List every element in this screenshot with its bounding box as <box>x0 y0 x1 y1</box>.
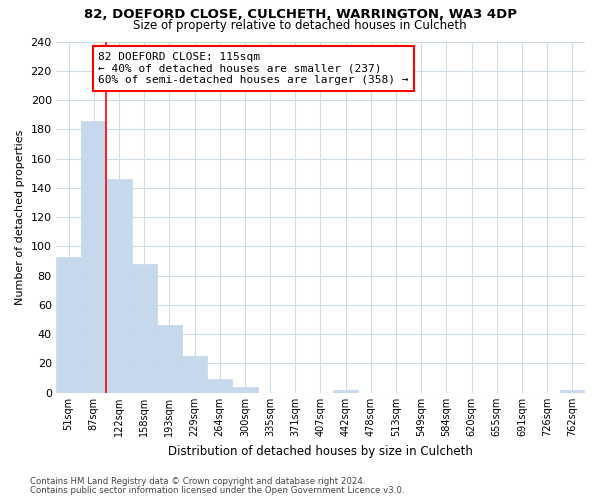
Text: 82 DOEFORD CLOSE: 115sqm
← 40% of detached houses are smaller (237)
60% of semi-: 82 DOEFORD CLOSE: 115sqm ← 40% of detach… <box>98 52 409 85</box>
Bar <box>207 380 232 392</box>
Text: Size of property relative to detached houses in Culcheth: Size of property relative to detached ho… <box>133 18 467 32</box>
Bar <box>333 390 358 392</box>
Bar <box>81 120 106 392</box>
Bar <box>131 264 157 392</box>
Bar <box>232 387 257 392</box>
Bar <box>182 356 207 393</box>
Bar <box>560 390 585 392</box>
Bar <box>157 326 182 392</box>
Bar <box>106 179 131 392</box>
Text: 82, DOEFORD CLOSE, CULCHETH, WARRINGTON, WA3 4DP: 82, DOEFORD CLOSE, CULCHETH, WARRINGTON,… <box>83 8 517 20</box>
X-axis label: Distribution of detached houses by size in Culcheth: Distribution of detached houses by size … <box>168 444 473 458</box>
Bar <box>56 256 81 392</box>
Text: Contains HM Land Registry data © Crown copyright and database right 2024.: Contains HM Land Registry data © Crown c… <box>30 477 365 486</box>
Text: Contains public sector information licensed under the Open Government Licence v3: Contains public sector information licen… <box>30 486 404 495</box>
Y-axis label: Number of detached properties: Number of detached properties <box>15 130 25 304</box>
